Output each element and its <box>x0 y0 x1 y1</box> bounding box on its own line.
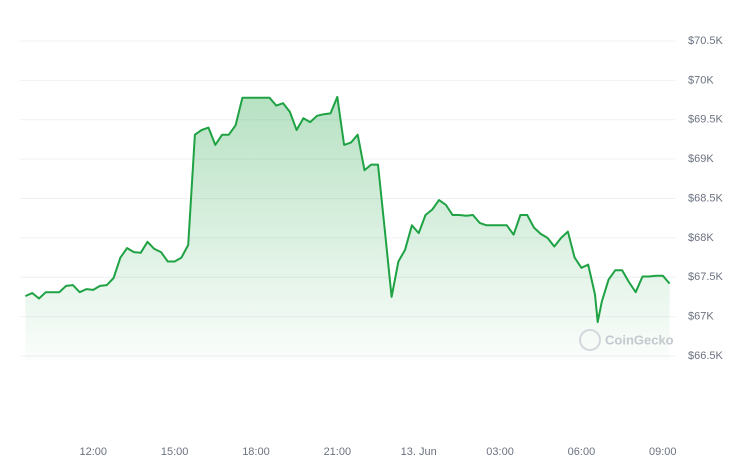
watermark: CoinGecko <box>579 329 674 351</box>
y-tick-label: $67K <box>688 311 714 323</box>
y-tick-label: $70K <box>688 74 714 86</box>
watermark-logo <box>579 329 601 351</box>
y-tick-label: $67.5K <box>688 271 724 283</box>
x-tick-label: 13. Jun <box>401 446 437 458</box>
y-tick-label: $69.5K <box>688 114 724 126</box>
x-tick-label: 21:00 <box>324 446 352 458</box>
y-tick-label: $70.5K <box>688 35 724 47</box>
price-line <box>24 95 671 324</box>
x-tick-label: 12:00 <box>79 446 107 458</box>
x-tick-label: 06:00 <box>568 446 596 458</box>
x-tick-label: 03:00 <box>486 446 514 458</box>
price-area <box>25 96 670 361</box>
x-tick-label: 09:00 <box>649 446 677 458</box>
watermark-text: CoinGecko <box>605 332 674 347</box>
y-tick-label: $66.5K <box>688 350 724 362</box>
y-tick-label: $69K <box>688 153 714 165</box>
y-tick-label: $68.5K <box>688 192 724 204</box>
x-tick-label: 18:00 <box>242 446 270 458</box>
x-tick-label: 15:00 <box>161 446 189 458</box>
y-tick-label: $68K <box>688 232 714 244</box>
